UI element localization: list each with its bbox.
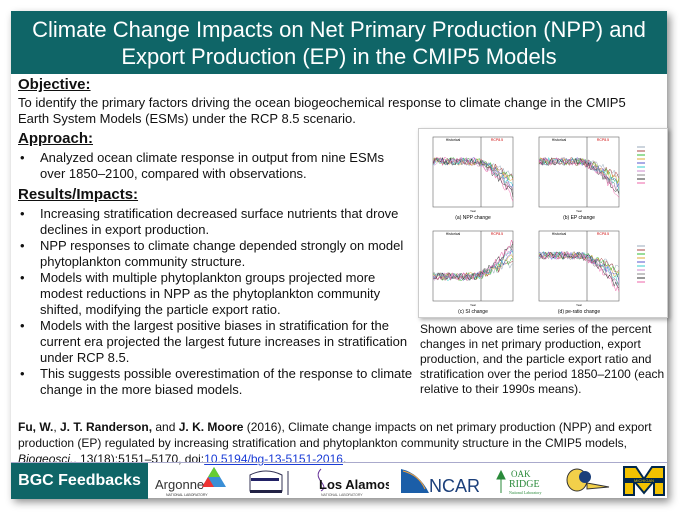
citation-author: J. T. Randerson,	[60, 420, 153, 434]
objective-text-2: Earth System Models (ESMs) under the RCP…	[18, 111, 356, 126]
figure-panel: Historical RCP8.5 Year (c) SI change	[432, 230, 514, 315]
svg-text:National Laboratory: National Laboratory	[509, 490, 542, 495]
slide-title: Climate Change Impacts on Net Primary Pr…	[11, 11, 667, 74]
results-bullet: NPP responses to climate change depended…	[18, 238, 413, 270]
results-list: Increasing stratification decreased surf…	[18, 206, 413, 398]
svg-text:NATIONAL LABORATORY: NATIONAL LABORATORY	[166, 493, 208, 497]
x-axis-label: Year	[576, 303, 582, 307]
period-label: Historical	[446, 138, 461, 142]
approach-heading: Approach:	[18, 130, 93, 147]
series-line	[538, 251, 620, 288]
series-line	[432, 261, 514, 281]
x-axis-label: Year	[576, 209, 582, 213]
period-label: RCP8.5	[491, 232, 503, 236]
results-bullet: Models with the largest positive biases …	[18, 318, 413, 366]
period-label: Historical	[446, 232, 461, 236]
oak-ridge-logo: OAK RIDGE National Laboratory	[493, 465, 553, 497]
citation: Fu, W., J. T. Randerson, and J. K. Moore…	[18, 419, 658, 467]
x-axis-label: Year	[470, 303, 476, 307]
period-label: RCP8.5	[597, 232, 609, 236]
title-line: Climate Change Impacts on Net Primary Pr…	[32, 17, 646, 42]
results-bullet: This suggests possible overestimation of…	[18, 366, 413, 398]
series-line	[538, 157, 620, 179]
figure-caption: Shown above are time series of the perce…	[420, 322, 665, 396]
series-line	[432, 241, 514, 281]
results-bullet: Models with multiple phytoplankton group…	[18, 270, 413, 318]
figure-time-series: Historical RCP8.5 Year (a) NPP change Histor…	[418, 128, 668, 318]
approach-bullet: Analyzed ocean climate response in outpu…	[18, 150, 388, 182]
slide: Climate Change Impacts on Net Primary Pr…	[11, 11, 668, 499]
panel-frame	[432, 230, 514, 302]
title-line: Export Production (EP) in the CMIP5 Mode…	[121, 44, 557, 69]
series-line	[432, 244, 514, 282]
panel-title: (c) SI change	[458, 309, 488, 315]
panel-frame	[538, 136, 620, 208]
period-label: RCP8.5	[597, 138, 609, 142]
results-heading: Results/Impacts:	[18, 186, 139, 203]
ncar-logo: NCAR	[399, 465, 480, 497]
panel-title: (a) NPP change	[455, 215, 491, 221]
period-label: Historical	[552, 232, 567, 236]
results-bullet: Increasing stratification decreased surf…	[18, 206, 413, 238]
series-line	[432, 157, 514, 202]
sep: ,	[53, 420, 60, 434]
panel-title: (d) pe-ratio change	[558, 309, 600, 315]
objective-heading: Objective:	[18, 76, 91, 93]
uci-anteater-logo	[563, 465, 613, 497]
figure-panel: Historical RCP8.5 Year (b) EP change	[538, 136, 620, 221]
series-line	[432, 239, 514, 282]
los-alamos-logo: Los Alamos NATIONAL LABORATORY	[309, 465, 392, 497]
objective-text-1: To identify the primary factors driving …	[18, 95, 626, 110]
series-line	[538, 157, 620, 198]
series-line	[432, 156, 514, 191]
berkeley-lab-logo	[246, 465, 296, 497]
series-line	[538, 156, 620, 194]
svg-text:RIDGE: RIDGE	[509, 479, 540, 490]
period-label: Historical	[552, 138, 567, 142]
figure-panel: Historical RCP8.5 Year (d) pe-ratio change	[538, 230, 645, 315]
approach-list: Analyzed ocean climate response in outpu…	[18, 150, 388, 182]
svg-text:MICHIGAN: MICHIGAN	[634, 478, 654, 483]
svg-text:NCAR: NCAR	[429, 476, 479, 496]
citation-author: J. K. Moore	[178, 420, 244, 434]
footer: BGC Feedbacks Argonne NATIONAL LABORATOR…	[11, 462, 667, 499]
period-label: RCP8.5	[491, 138, 503, 142]
michigan-logo: MICHIGAN	[622, 465, 666, 497]
series-line	[538, 250, 620, 283]
citation-title: (2016), Climate change impacts on net pr…	[18, 420, 652, 450]
svg-text:NATIONAL LABORATORY: NATIONAL LABORATORY	[321, 493, 363, 497]
sep: and	[152, 420, 179, 434]
argonne-logo: Argonne NATIONAL LABORATORY	[154, 465, 234, 497]
panel-title: (b) EP change	[563, 215, 595, 221]
sep: .	[342, 452, 347, 466]
series-line	[538, 251, 620, 292]
bgc-feedbacks-label: BGC Feedbacks	[11, 463, 148, 499]
svg-text:Los Alamos: Los Alamos	[319, 477, 389, 492]
figure-panel: Historical RCP8.5 Year (a) NPP change	[432, 136, 645, 221]
svg-text:Argonne: Argonne	[155, 477, 204, 492]
citation-author: Fu, W.	[18, 420, 54, 434]
x-axis-label: Year	[470, 209, 476, 213]
panel-frame	[432, 136, 514, 208]
svg-text:OAK: OAK	[511, 469, 531, 479]
